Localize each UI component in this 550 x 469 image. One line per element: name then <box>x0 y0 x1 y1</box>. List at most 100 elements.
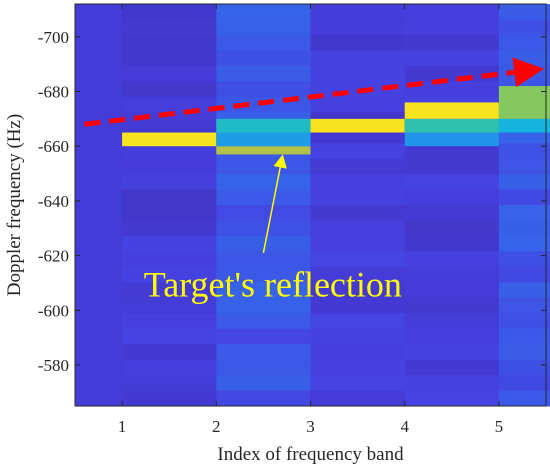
noise-cell <box>404 390 500 407</box>
noise-cell <box>404 158 500 175</box>
noise-cell <box>122 266 217 283</box>
x-tick-label: 5 <box>495 417 504 436</box>
noise-cell <box>404 81 500 98</box>
noise-cell <box>216 375 311 392</box>
heatmap-cell <box>498 86 550 119</box>
noise-cell <box>498 50 550 67</box>
noise-cell <box>216 50 311 67</box>
noise-cell <box>310 328 406 345</box>
noise-cell <box>404 328 500 345</box>
noise-cell <box>498 189 550 206</box>
y-tick-label: -620 <box>38 247 69 266</box>
noise-cell <box>122 65 217 82</box>
annotation-text: Target's reflection <box>144 265 402 305</box>
y-tick-label: -660 <box>38 137 69 156</box>
noise-cell <box>310 189 406 206</box>
noise-cell <box>216 297 311 314</box>
heatmap-cell <box>216 132 311 147</box>
noise-cell <box>404 266 500 283</box>
noise-cell <box>122 390 217 407</box>
noise-cell <box>216 158 311 175</box>
x-tick-label: 1 <box>118 417 127 436</box>
noise-cell <box>498 375 550 392</box>
annotations: Target's reflection <box>84 57 545 305</box>
noise-cell <box>216 390 311 407</box>
noise-cell <box>310 359 406 376</box>
noise-cell <box>122 34 217 51</box>
noise-cell <box>310 4 406 20</box>
noise-cell <box>122 81 217 98</box>
y-tick-label: -600 <box>38 301 69 320</box>
noise-cell <box>122 282 217 299</box>
noise-cell <box>498 158 550 175</box>
y-tick-label: -580 <box>38 356 69 375</box>
noise-cell <box>310 313 406 330</box>
noise-cell <box>216 65 311 82</box>
noise-cell <box>498 34 550 51</box>
noise-cell <box>498 220 550 237</box>
x-tick-label: 4 <box>400 417 409 436</box>
noise-cell <box>310 174 406 191</box>
trend-arrow <box>84 57 545 127</box>
noise-cell <box>216 251 311 268</box>
noise-cell <box>122 50 217 67</box>
noise-cell <box>310 297 406 314</box>
heatmap-cell <box>216 118 311 133</box>
heatmap-cell <box>498 118 550 133</box>
noise-cell <box>310 50 406 67</box>
noise-cell <box>122 359 217 376</box>
x-tick-label: 3 <box>306 417 315 436</box>
noise-cell <box>310 143 406 160</box>
heatmap-cell <box>310 118 405 133</box>
noise-cell <box>404 4 500 20</box>
noise-cell <box>122 375 217 392</box>
noise-cell <box>498 143 550 160</box>
noise-cell <box>498 328 550 345</box>
noise-cell <box>216 235 311 252</box>
noise-cell <box>310 266 406 283</box>
noise-cell <box>216 19 311 36</box>
noise-cell <box>404 189 500 206</box>
noise-cell <box>498 19 550 36</box>
noise-cell <box>404 251 500 268</box>
noise-cell <box>310 220 406 237</box>
noise-cell <box>498 251 550 268</box>
noise-cell <box>404 235 500 252</box>
noise-cell <box>216 4 311 20</box>
noise-cell <box>498 235 550 252</box>
noise-cell <box>216 328 311 345</box>
noise-cell <box>310 205 406 221</box>
noise-cell <box>216 189 311 206</box>
noise-cell <box>404 19 500 36</box>
noise-cell <box>310 158 406 175</box>
noise-cell <box>498 390 550 407</box>
noise-cell <box>122 189 217 206</box>
noise-cell <box>404 344 500 361</box>
noise-cell <box>122 4 217 20</box>
noise-cell <box>404 359 500 376</box>
noise-cell <box>216 205 311 221</box>
x-axis-ticks: 1 2 3 4 5 <box>118 4 503 436</box>
noise-cell <box>310 96 406 113</box>
noise-cell <box>310 344 406 361</box>
noise-cell <box>216 344 311 361</box>
noise-cell <box>122 19 217 36</box>
plot-area <box>75 4 550 407</box>
noise-cell <box>122 174 217 191</box>
noise-cell <box>216 282 311 299</box>
noise-cell <box>216 220 311 237</box>
heatmap-cell <box>404 118 499 133</box>
noise-cell <box>498 174 550 191</box>
noise-cell <box>122 344 217 361</box>
noise-cell <box>310 251 406 268</box>
noise-cell <box>122 158 217 175</box>
noise-cell <box>498 313 550 330</box>
heatmap-cell <box>404 132 499 147</box>
noise-cell <box>122 220 217 237</box>
x-axis-label: Index of frequency band <box>217 444 404 465</box>
y-axis-label: Doppler frequency (Hz) <box>4 114 25 297</box>
y-tick-label: -640 <box>38 192 69 211</box>
pointer-arrow <box>262 154 287 254</box>
heatmap-cell <box>122 132 217 147</box>
